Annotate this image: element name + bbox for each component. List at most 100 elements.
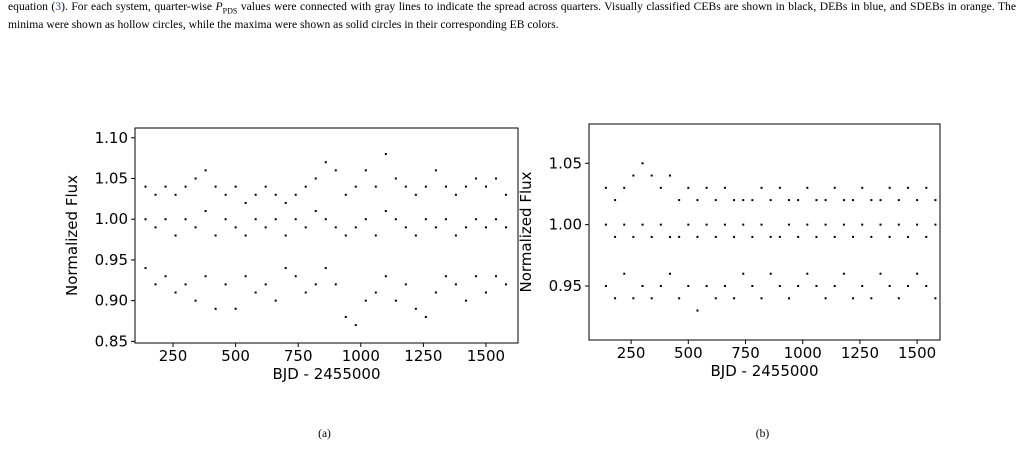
point (623, 272, 626, 275)
point (669, 174, 671, 177)
point (174, 234, 177, 237)
point (934, 199, 937, 202)
point (334, 169, 337, 172)
point (334, 226, 337, 229)
point (394, 177, 397, 180)
point (344, 315, 347, 318)
point (474, 218, 477, 221)
point (742, 199, 745, 202)
point (687, 223, 690, 226)
point (424, 315, 427, 318)
point (394, 218, 397, 221)
point (144, 185, 147, 188)
plot-frame (134, 127, 519, 344)
point (474, 275, 477, 278)
point (494, 275, 497, 278)
point (769, 235, 772, 238)
point (714, 297, 717, 300)
point (444, 218, 447, 221)
point (424, 185, 427, 188)
point (444, 185, 447, 188)
plot-frame (588, 123, 941, 341)
text: equation ( (8, 0, 56, 13)
point (354, 185, 357, 188)
x-tick-label: 500 (221, 347, 250, 365)
point (669, 235, 671, 238)
point (852, 199, 855, 202)
equation-link[interactable]: 3 (55, 0, 62, 13)
point (434, 226, 437, 229)
point (484, 226, 487, 229)
point (678, 199, 681, 202)
point (705, 285, 708, 287)
point (454, 193, 457, 196)
point (374, 185, 377, 188)
point (384, 275, 387, 278)
point (404, 226, 407, 229)
point (870, 199, 873, 202)
point (623, 223, 626, 226)
point (454, 283, 457, 286)
point (604, 186, 607, 189)
point (464, 185, 467, 188)
point (916, 223, 919, 226)
point (778, 235, 781, 238)
point (641, 162, 644, 165)
point (824, 223, 827, 226)
point (870, 235, 873, 238)
point (916, 199, 919, 202)
point (164, 275, 167, 278)
x-tick-label: 1000 (784, 344, 822, 362)
point (244, 234, 247, 237)
y-tick-label: 1.05 (95, 169, 128, 187)
point (925, 186, 928, 189)
y-tick-label: 0.95 (549, 277, 582, 295)
point (934, 297, 937, 300)
point (687, 285, 690, 287)
x-tick-label: 1500 (898, 344, 936, 362)
point (364, 169, 367, 172)
point (374, 234, 377, 237)
point (434, 291, 437, 294)
point (614, 297, 617, 300)
point (304, 185, 307, 188)
point (879, 272, 882, 275)
point (659, 223, 662, 226)
point (742, 272, 745, 275)
point (842, 223, 845, 226)
point (184, 283, 187, 286)
point (659, 285, 662, 287)
point (815, 235, 818, 238)
point (334, 283, 337, 286)
point (751, 235, 754, 238)
point (797, 285, 800, 287)
point (144, 218, 147, 221)
point (870, 297, 873, 300)
x-tick-label: 750 (284, 347, 313, 365)
point (787, 199, 790, 202)
point (733, 297, 736, 300)
x-tick-label: 1250 (404, 347, 442, 365)
point (384, 210, 387, 213)
y-tick-label: 1.00 (95, 210, 128, 228)
point (444, 275, 447, 278)
point (194, 299, 197, 302)
point (204, 210, 207, 213)
point (414, 307, 417, 310)
y-tick-label: 0.85 (95, 332, 128, 350)
point (897, 297, 900, 300)
point (888, 186, 891, 189)
point (284, 201, 287, 204)
point (174, 291, 177, 294)
point (474, 177, 477, 180)
point (650, 174, 653, 177)
point (294, 275, 297, 278)
point (214, 307, 217, 310)
point (504, 283, 507, 286)
point (604, 223, 607, 226)
point (760, 297, 763, 300)
point (494, 218, 497, 221)
point (714, 235, 717, 238)
point (678, 297, 681, 300)
point (861, 186, 864, 189)
